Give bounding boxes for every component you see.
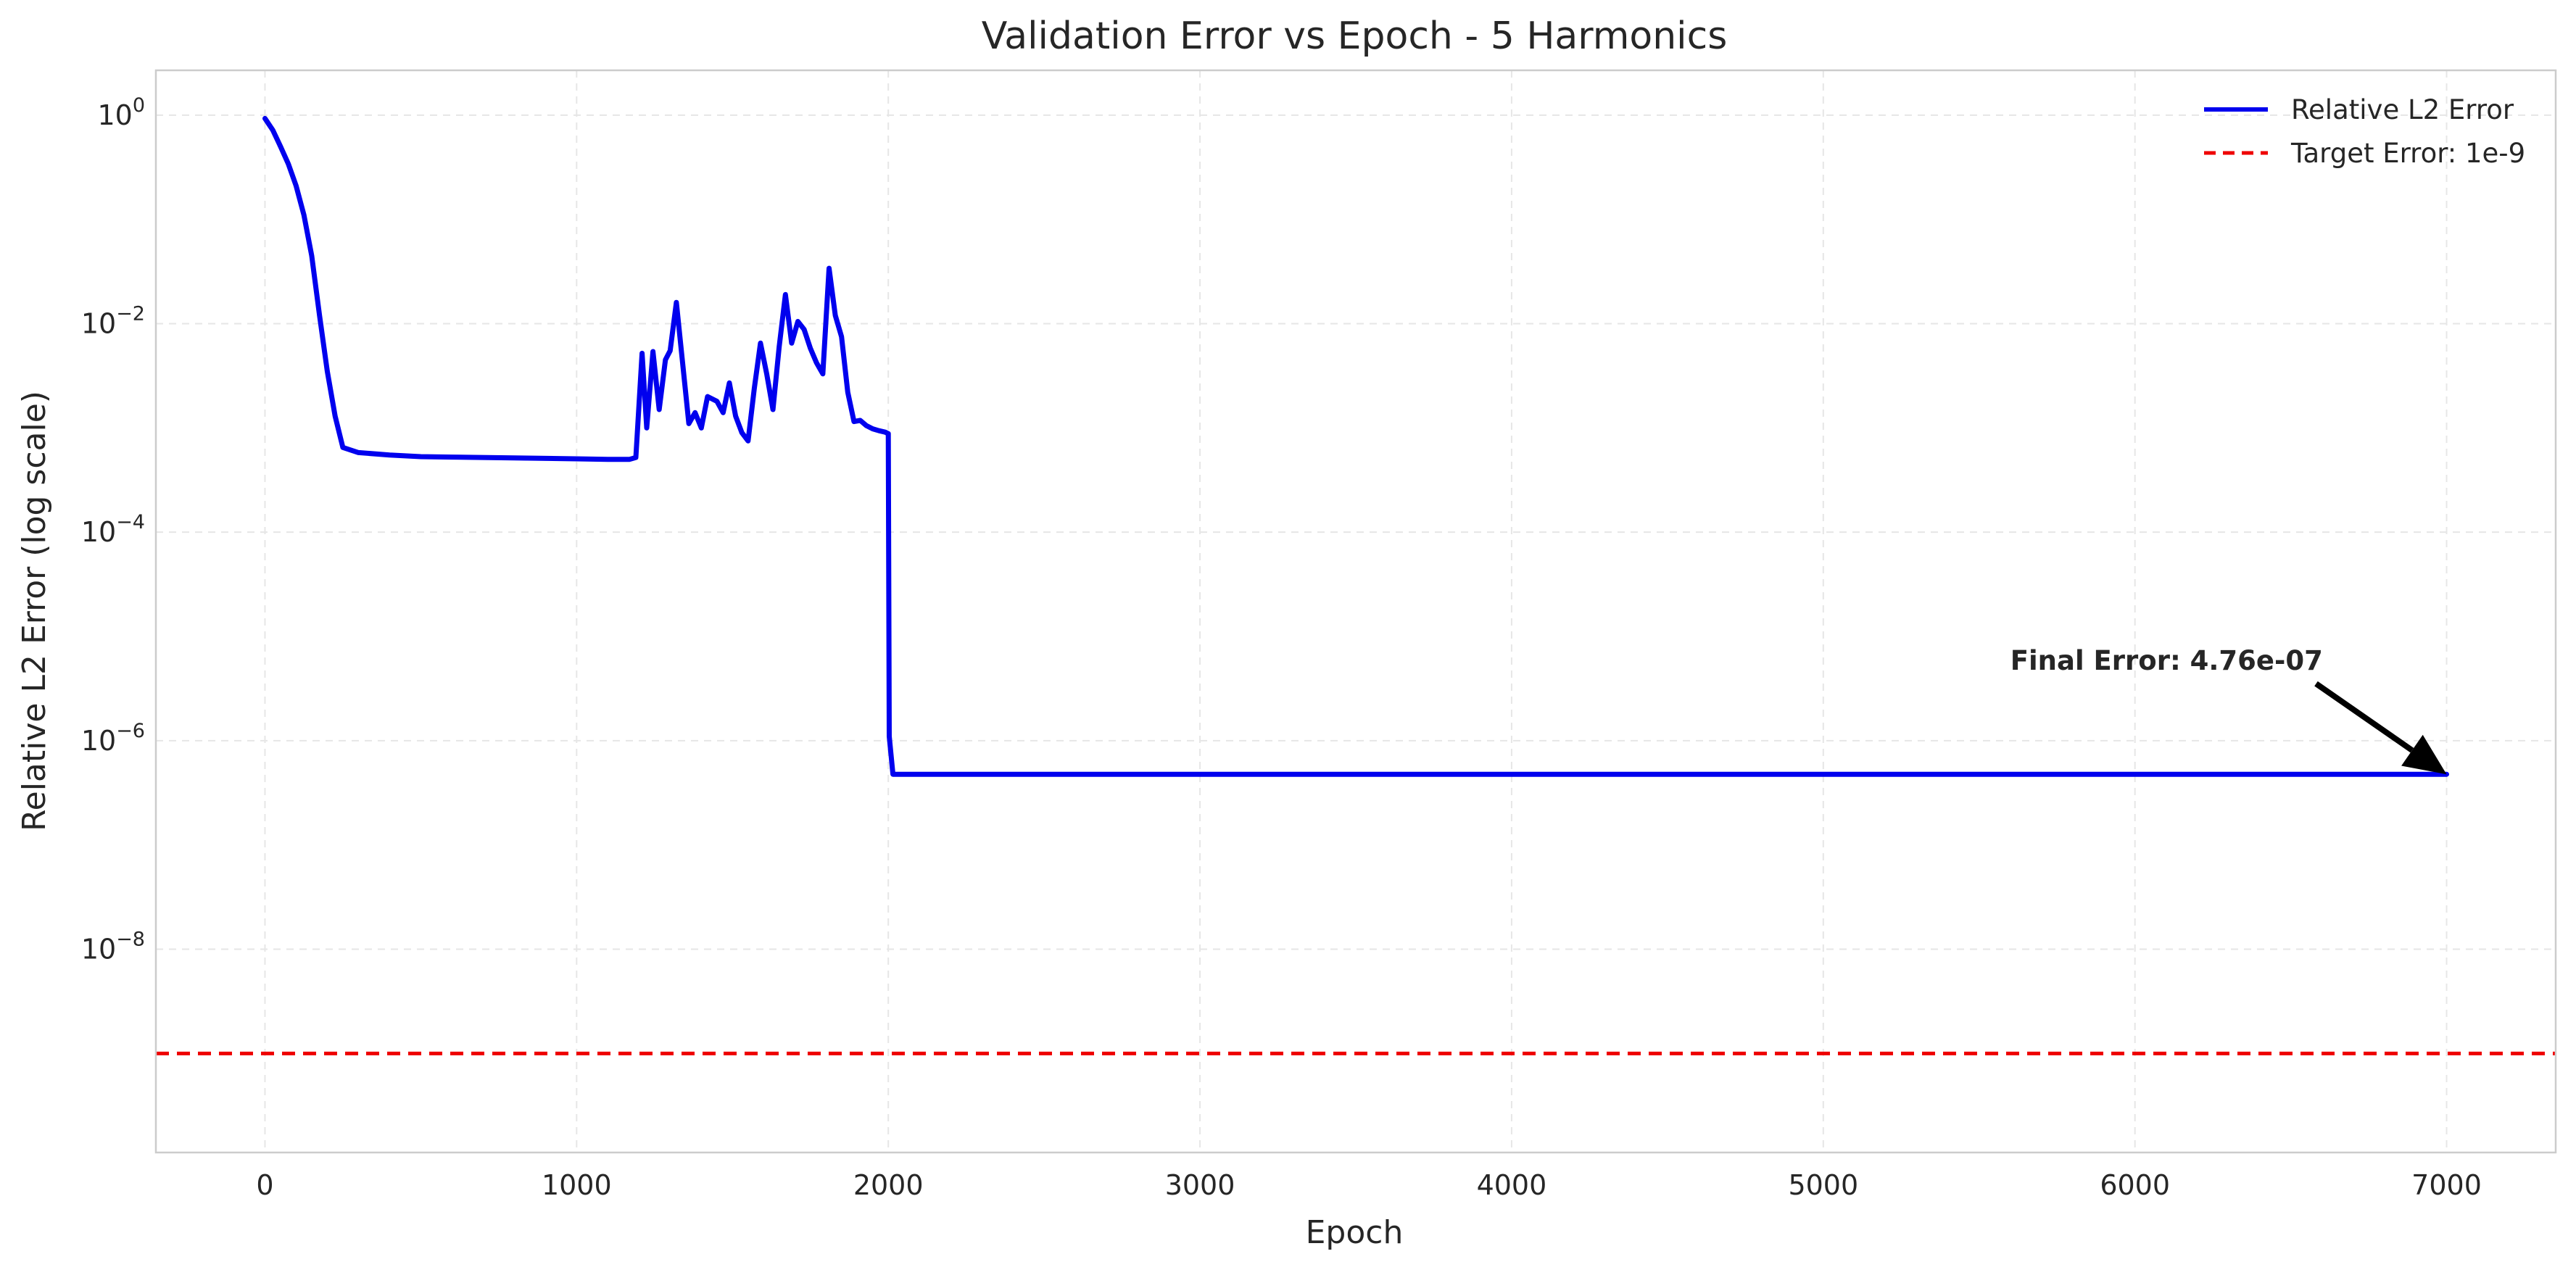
x-tick-label: 5000 (1788, 1169, 1858, 1201)
x-tick-label: 3000 (1165, 1169, 1235, 1201)
x-tick-label: 2000 (853, 1169, 924, 1201)
y-axis-ticks: 100 10−2 10−4 10−6 10−8 (81, 94, 145, 965)
legend: Relative L2 Error Target Error: 1e-9 (2204, 94, 2525, 169)
y-tick-label: 10−6 (81, 720, 145, 757)
x-tick-label: 7000 (2411, 1169, 2482, 1201)
y-tick-label: 10−4 (81, 511, 145, 548)
series-layer (262, 115, 2449, 777)
annotation-text: Final Error: 4.76e-07 (2010, 645, 2323, 676)
x-axis-label: Epoch (1306, 1214, 1404, 1251)
y-tick-label: 10−8 (81, 929, 145, 965)
legend-label-target: Target Error: 1e-9 (2290, 138, 2525, 169)
x-axis-ticks: 0 1000 2000 3000 4000 5000 6000 7000 (256, 1169, 2482, 1201)
legend-label-error: Relative L2 Error (2291, 94, 2514, 125)
x-tick-label: 0 (256, 1169, 273, 1201)
y-tick-label: 100 (97, 94, 145, 131)
chart-title: Validation Error vs Epoch - 5 Harmonics (982, 14, 1728, 58)
plot-frame (154, 69, 2557, 1154)
series-line-relative-l2-error (262, 115, 2449, 777)
x-tick-label: 6000 (2100, 1169, 2170, 1201)
grid (156, 70, 2556, 1153)
annotation-arrow-line (2314, 681, 2414, 753)
y-axis-label: Relative L2 Error (log scale) (16, 391, 53, 831)
annotation: Final Error: 4.76e-07 (2010, 645, 2447, 775)
annotation-arrow-head (2401, 734, 2447, 775)
x-tick-label: 4000 (1477, 1169, 1547, 1201)
x-tick-label: 1000 (542, 1169, 612, 1201)
y-tick-label: 10−2 (81, 303, 145, 340)
